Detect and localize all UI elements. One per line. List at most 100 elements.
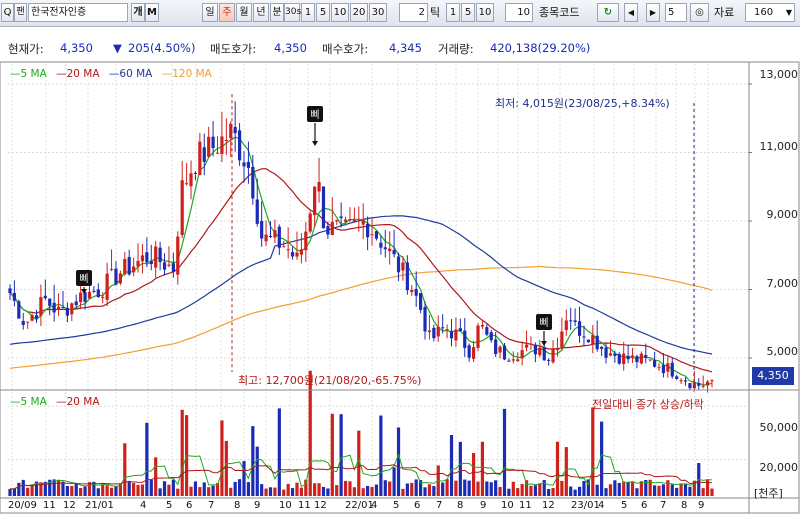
signal-arrow-head xyxy=(312,141,318,146)
volume-bar xyxy=(215,483,220,496)
signal-arrow-head xyxy=(541,341,547,346)
x-tick-label: 21/01 xyxy=(85,500,114,511)
candle-body xyxy=(229,123,233,139)
volume-bar xyxy=(233,481,237,496)
x-tick-label: 12 xyxy=(63,500,76,511)
stock-name-field[interactable]: 한국전자인증 xyxy=(28,3,128,22)
minute-1-button[interactable]: 1 xyxy=(301,3,315,22)
volume-bar xyxy=(648,479,652,496)
candle-body xyxy=(233,126,237,134)
x-tick-label: 8 xyxy=(457,500,464,511)
candle-body xyxy=(710,380,714,382)
candle-body xyxy=(697,382,701,386)
volume-bar xyxy=(489,482,493,496)
candle-body xyxy=(308,213,312,232)
candle-body xyxy=(467,345,471,358)
candle-body xyxy=(586,339,590,343)
candle-body xyxy=(432,327,436,339)
candle-body xyxy=(498,346,502,353)
volume-legend: —5 MA —20 MA xyxy=(10,396,100,408)
x-tick-label: 10 xyxy=(279,500,292,511)
period-30s-button[interactable]: 30s xyxy=(284,3,301,22)
period-minute-button[interactable]: 분 xyxy=(270,3,284,22)
tick-1-button[interactable]: 1 xyxy=(446,3,460,22)
candle-body xyxy=(48,298,52,306)
candle-body xyxy=(357,220,361,222)
volume-bar xyxy=(374,484,379,496)
volume-bar xyxy=(555,441,560,496)
volume-bar xyxy=(140,484,145,496)
tick-input[interactable]: 2 xyxy=(399,3,428,22)
count-input[interactable]: 5 xyxy=(665,3,687,22)
volume-bar xyxy=(485,481,489,496)
volume-bar xyxy=(255,446,259,496)
volume-bar xyxy=(586,479,590,496)
period-year-button[interactable]: 년 xyxy=(253,3,269,22)
minute-10-button[interactable]: 10 xyxy=(331,3,349,22)
candle-body xyxy=(613,353,617,356)
candle-body xyxy=(489,332,493,341)
bid-price: 4,345 xyxy=(389,41,422,55)
y-label-5000: 5,000 xyxy=(766,345,799,358)
volume-bar xyxy=(516,488,520,496)
volume-bar xyxy=(154,457,158,496)
data-count-select[interactable]: 160 ▼ xyxy=(745,3,795,22)
candle-body xyxy=(591,335,595,345)
volume-bar xyxy=(471,453,476,496)
mode-button-2[interactable]: M xyxy=(145,3,159,22)
search-tag[interactable]: 팬 xyxy=(14,3,27,22)
period-week-button[interactable]: 주 xyxy=(219,3,235,22)
candle-body xyxy=(511,359,515,361)
candle-body xyxy=(675,376,679,379)
tick-10-button[interactable]: 10 xyxy=(476,3,494,22)
volume-bar xyxy=(445,479,449,496)
candle-body xyxy=(436,326,440,337)
prev-arrow-icon[interactable]: ◀ xyxy=(624,3,638,22)
volume-bar xyxy=(167,484,171,496)
period-month-button[interactable]: 월 xyxy=(236,3,252,22)
volume-bar xyxy=(83,486,87,496)
candle-body xyxy=(441,327,445,329)
minute-30-button[interactable]: 30 xyxy=(369,3,387,22)
candle-body xyxy=(476,325,480,348)
tick-5-button[interactable]: 5 xyxy=(461,3,475,22)
period-day-button[interactable]: 일 xyxy=(202,3,218,22)
candle-body xyxy=(224,139,228,141)
volume-bar xyxy=(502,408,507,496)
candle-body xyxy=(458,328,462,332)
candle-body xyxy=(520,350,524,359)
tick-label: 틱 xyxy=(430,6,441,19)
volume-bar xyxy=(366,485,370,496)
volume-bar xyxy=(423,487,427,496)
x-tick-label: 7 xyxy=(208,500,215,511)
candle-body xyxy=(39,297,43,316)
minute-20-button[interactable]: 20 xyxy=(350,3,368,22)
candle-body xyxy=(127,256,131,275)
tick-custom-input[interactable]: 10 xyxy=(505,3,533,22)
refresh-icon[interactable]: ↻ xyxy=(597,3,619,22)
search-icon[interactable]: Q xyxy=(1,3,14,22)
minute-5-button[interactable]: 5 xyxy=(316,3,330,22)
candle-body xyxy=(193,173,198,175)
volume-bar xyxy=(705,479,710,496)
volume-bar xyxy=(317,483,321,496)
volume-bar xyxy=(533,485,537,496)
candle-body xyxy=(255,199,259,224)
mode-button-1[interactable]: 개 xyxy=(131,3,145,22)
volume-bar xyxy=(396,427,401,496)
volume-bar xyxy=(229,487,233,496)
candle-body xyxy=(454,329,458,341)
volume-bar xyxy=(237,479,242,496)
candle-body xyxy=(260,220,264,239)
next-arrow-icon[interactable]: ▶ xyxy=(646,3,660,22)
settings-circle-icon[interactable]: ◎ xyxy=(690,3,709,22)
volume-bar xyxy=(321,486,326,496)
volume-bar xyxy=(600,421,604,496)
price-change: 205(4.50%) xyxy=(128,41,196,55)
candle-body xyxy=(657,367,661,369)
candle-body xyxy=(109,269,114,271)
x-tick-label: 23/01 xyxy=(571,500,600,511)
candle-body xyxy=(471,347,476,359)
ma120-path xyxy=(9,265,713,369)
